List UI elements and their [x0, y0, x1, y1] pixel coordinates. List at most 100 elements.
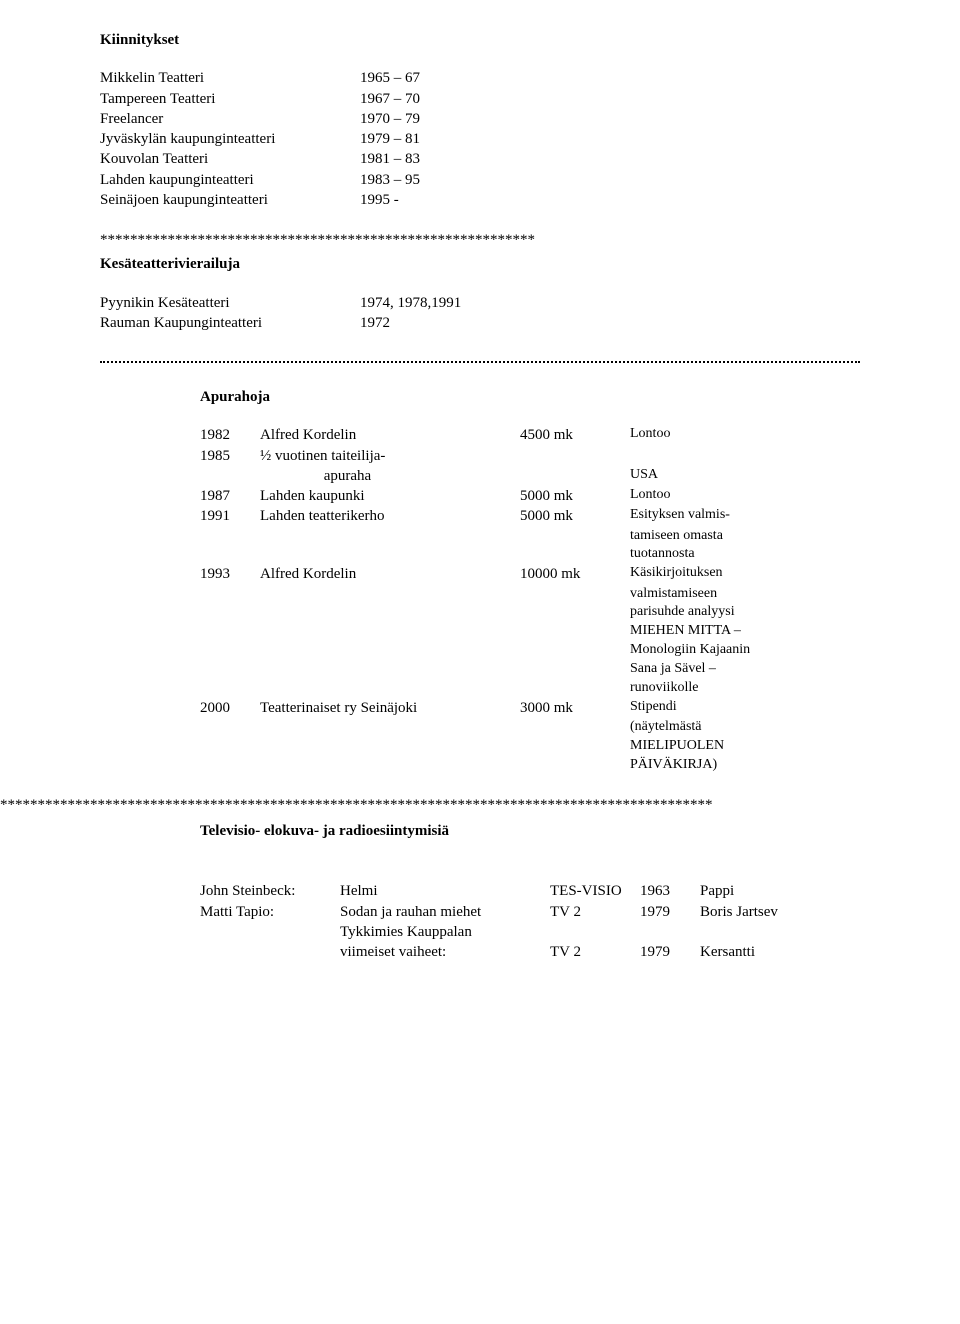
tv-row: Matti Tapio: Sodan ja rauhan miehet TV 2… — [200, 902, 860, 922]
engagement-years: 1983 – 95 — [360, 170, 420, 190]
tv-author — [200, 942, 340, 962]
tv-role: Boris Jartsev — [700, 902, 778, 922]
grant-amount — [520, 622, 630, 641]
grant-amount: 5000 mk — [520, 506, 630, 526]
grant-amount: 4500 mk — [520, 425, 630, 445]
grant-row: valmistamiseen — [200, 585, 860, 604]
grants-heading: Apurahoja — [200, 387, 860, 407]
grant-row: parisuhde analyysi — [200, 603, 860, 622]
grant-source — [260, 679, 520, 698]
star-divider-wide-top: ****************************************… — [0, 795, 960, 815]
engagement-years: 1965 – 67 — [360, 68, 420, 88]
grant-purpose: tuotannosta — [630, 545, 860, 564]
grant-year — [200, 466, 260, 486]
engagement-row: Freelancer 1970 – 79 — [100, 109, 860, 129]
grant-row: Monologiin Kajaanin — [200, 641, 860, 660]
grant-row: (näytelmästä — [200, 718, 860, 737]
grant-amount — [520, 585, 630, 604]
grant-purpose: MIEHEN MITTA – — [630, 622, 860, 641]
grant-source: apuraha — [260, 466, 520, 486]
grant-row: 1982Alfred Kordelin4500 mkLontoo — [200, 425, 860, 445]
grant-source — [260, 545, 520, 564]
grant-row: 1987Lahden kaupunki5000 mkLontoo — [200, 486, 860, 506]
grant-year — [200, 737, 260, 756]
grant-source — [260, 603, 520, 622]
grant-year: 1987 — [200, 486, 260, 506]
grant-purpose: Käsikirjoituksen — [630, 564, 860, 584]
tv-channel: TV 2 — [550, 942, 640, 962]
grant-row: 1985½ vuotinen taiteilija- — [200, 446, 860, 466]
engagement-row: Mikkelin Teatteri 1965 – 67 — [100, 68, 860, 88]
grant-year: 1985 — [200, 446, 260, 466]
grant-purpose: Lontoo — [630, 486, 860, 506]
summer-theatre-row: Pyynikin Kesäteatteri 1974, 1978,1991 — [100, 293, 860, 313]
grant-purpose: Esityksen valmis- — [630, 506, 860, 526]
tv-row: viimeiset vaiheet: TV 2 1979 Kersantti — [200, 942, 860, 962]
grant-year — [200, 641, 260, 660]
tv-author: Matti Tapio: — [200, 902, 340, 922]
grant-source: Lahden teatterikerho — [260, 506, 520, 526]
engagement-years: 1970 – 79 — [360, 109, 420, 129]
tv-channel: TES-VISIO — [550, 881, 640, 901]
grant-purpose: tamiseen omasta — [630, 527, 860, 546]
grant-source: Lahden kaupunki — [260, 486, 520, 506]
grant-amount — [520, 737, 630, 756]
tv-year: 1979 — [640, 942, 700, 962]
grant-purpose: Lontoo — [630, 425, 860, 445]
engagement-label: Tampereen Teatteri — [100, 89, 360, 109]
engagement-row: Jyväskylän kaupunginteatteri 1979 – 81 — [100, 129, 860, 149]
tv-title: Tykkimies Kauppalan — [340, 922, 550, 942]
grant-amount — [520, 641, 630, 660]
grant-row: 1993Alfred Kordelin10000 mkKäsikirjoituk… — [200, 564, 860, 584]
grant-source: Alfred Kordelin — [260, 564, 520, 584]
engagement-label: Kouvolan Teatteri — [100, 149, 360, 169]
grant-purpose: valmistamiseen — [630, 585, 860, 604]
grant-source: Teatterinaiset ry Seinäjoki — [260, 698, 520, 718]
grant-amount: 3000 mk — [520, 698, 630, 718]
tv-role: Kersantti — [700, 942, 755, 962]
grant-year: 1982 — [200, 425, 260, 445]
tv-role: Pappi — [700, 881, 734, 901]
summer-theatre-years: 1972 — [360, 313, 390, 333]
tv-year: 1963 — [640, 881, 700, 901]
tv-author — [200, 922, 340, 942]
tv-author: John Steinbeck: — [200, 881, 340, 901]
grant-purpose: Sana ja Sävel – — [630, 660, 860, 679]
grant-row: 1991Lahden teatterikerho5000 mkEsityksen… — [200, 506, 860, 526]
grants-section: Apurahoja 1982Alfred Kordelin4500 mkLont… — [100, 387, 860, 775]
grant-year — [200, 603, 260, 622]
tv-title: Sodan ja rauhan miehet — [340, 902, 550, 922]
grant-year — [200, 660, 260, 679]
engagement-label: Lahden kaupunginteatteri — [100, 170, 360, 190]
tv-title: Helmi — [340, 881, 550, 901]
grant-purpose: runoviikolle — [630, 679, 860, 698]
engagement-row: Kouvolan Teatteri 1981 – 83 — [100, 149, 860, 169]
grant-year — [200, 756, 260, 775]
engagement-row: Lahden kaupunginteatteri 1983 – 95 — [100, 170, 860, 190]
grants-list: 1982Alfred Kordelin4500 mkLontoo 1985½ v… — [200, 425, 860, 775]
engagement-years: 1995 - — [360, 190, 399, 210]
tv-year: 1979 — [640, 902, 700, 922]
summer-theatre-section: Kesäteatterivierailuja Pyynikin Kesäteat… — [100, 254, 860, 333]
summer-theatre-heading: Kesäteatterivierailuja — [100, 254, 860, 274]
tv-row: Tykkimies Kauppalan — [200, 922, 860, 942]
engagement-label: Jyväskylän kaupunginteatteri — [100, 129, 360, 149]
grant-year — [200, 527, 260, 546]
grant-year — [200, 585, 260, 604]
engagements-section: Kiinnitykset Mikkelin Teatteri 1965 – 67… — [100, 30, 860, 210]
tv-row: John Steinbeck: Helmi TES-VISIO 1963 Pap… — [200, 881, 860, 901]
summer-theatre-years: 1974, 1978,1991 — [360, 293, 461, 313]
summer-theatre-row: Rauman Kaupunginteatteri 1972 — [100, 313, 860, 333]
engagement-label: Freelancer — [100, 109, 360, 129]
tv-title: viimeiset vaiheet: — [340, 942, 550, 962]
engagement-label: Mikkelin Teatteri — [100, 68, 360, 88]
grant-amount — [520, 718, 630, 737]
dotted-divider — [100, 361, 860, 363]
engagement-years: 1967 – 70 — [360, 89, 420, 109]
grant-row: runoviikolle — [200, 679, 860, 698]
engagement-row: Tampereen Teatteri 1967 – 70 — [100, 89, 860, 109]
grant-source — [260, 718, 520, 737]
grant-purpose: USA — [630, 466, 860, 486]
tv-heading: Televisio- elokuva- ja radioesiintymisiä — [200, 821, 860, 841]
grant-row: Sana ja Sävel – — [200, 660, 860, 679]
